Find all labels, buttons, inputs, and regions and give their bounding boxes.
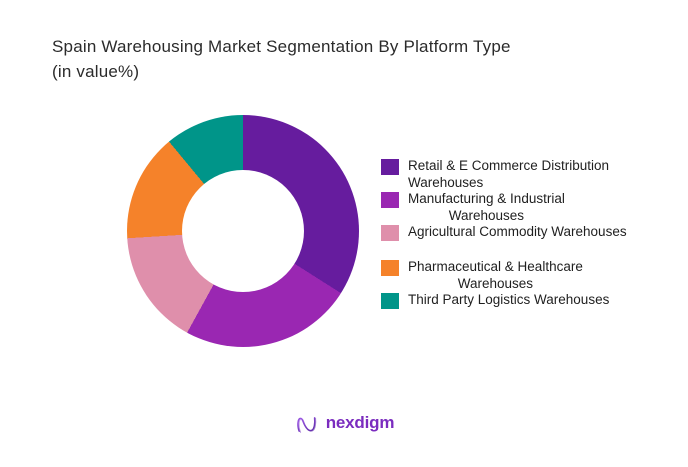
legend-item: Manufacturing & Industrial Warehouses (381, 191, 681, 224)
donut-chart (127, 115, 359, 347)
legend-swatch (381, 192, 399, 208)
legend-label: Agricultural Commodity Warehouses (408, 224, 627, 239)
legend-swatch (381, 159, 399, 175)
donut-hole (182, 170, 304, 292)
legend-label: Third Party Logistics Warehouses (408, 292, 610, 307)
chart-title-line1: Spain Warehousing Market Segmentation By… (52, 37, 511, 56)
legend-item: Third Party Logistics Warehouses (381, 292, 681, 309)
brand-name: nexdigm (325, 413, 395, 432)
legend: Retail & E Commerce Distribution Warehous… (381, 158, 681, 309)
legend-label: Retail & E Commerce Distribution Warehous… (408, 158, 610, 190)
legend-label: Manufacturing & Industrial Warehouses (408, 191, 565, 223)
chart-title: Spain Warehousing Market Segmentation By… (52, 34, 612, 84)
legend-swatch (381, 293, 399, 309)
legend-label: Pharmaceutical & Healthcare Warehouses (408, 259, 583, 291)
legend-swatch (381, 225, 399, 241)
legend-item: Agricultural Commodity Warehouses (381, 224, 681, 241)
legend-item: Retail & E Commerce Distribution Warehous… (381, 158, 681, 191)
brand-logo: nexdigm (0, 407, 688, 439)
legend-item: Pharmaceutical & Healthcare Warehouses (381, 259, 681, 292)
chart-title-line2: (in value%) (52, 62, 140, 81)
legend-swatch (381, 260, 399, 276)
nexdigm-logo-icon (296, 416, 316, 433)
